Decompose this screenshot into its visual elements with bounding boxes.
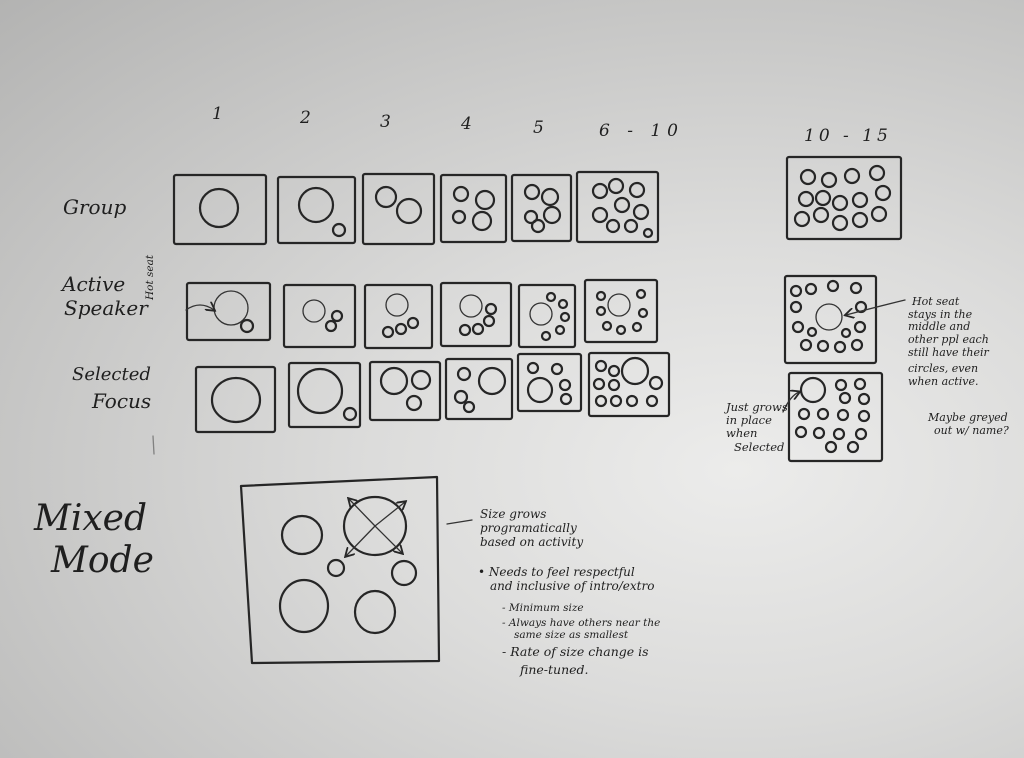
row-label-focus: Focus bbox=[92, 389, 152, 413]
active-frame-6-10 bbox=[583, 278, 659, 344]
maybe-greyed-note: Maybe greyed out w/ name? bbox=[928, 411, 1009, 437]
column-label-6-10: 6 - 10 bbox=[599, 121, 684, 141]
needs-note: • Needs to feel respectful and inclusive… bbox=[478, 565, 655, 594]
mixed-label: Mixed bbox=[34, 498, 148, 539]
mode-label: Mode bbox=[51, 540, 154, 581]
column-label-5: 5 bbox=[533, 118, 544, 138]
row-label-group: Group bbox=[63, 195, 127, 219]
mixed-mode-frame bbox=[239, 475, 473, 665]
note-line: same size as smallest bbox=[514, 629, 629, 642]
focus-frame-10-15 bbox=[782, 371, 884, 463]
note-line: still have their bbox=[908, 345, 989, 359]
column-label-10-15: 10 - 15 bbox=[804, 126, 892, 146]
note-line: - Rate of size change is bbox=[502, 644, 649, 660]
focus-frame-3 bbox=[368, 360, 442, 422]
note-line: programatically bbox=[480, 520, 577, 535]
note-line: circles, even bbox=[908, 362, 979, 376]
row-label-speaker: Speaker bbox=[64, 296, 148, 320]
column-label-4: 4 bbox=[461, 114, 472, 134]
note-line: Size grows bbox=[480, 507, 547, 521]
column-label-2: 2 bbox=[300, 108, 311, 128]
note-line: Selected bbox=[734, 439, 785, 454]
sub-items-note: - Minimum size - Always have others near… bbox=[502, 602, 660, 677]
group-frame-6-10 bbox=[575, 170, 660, 244]
note-line: based on activity bbox=[480, 534, 584, 549]
note-line: Just grows bbox=[726, 400, 788, 414]
note-line: - Always have others near the bbox=[502, 617, 661, 630]
note-line: in place bbox=[726, 413, 772, 428]
column-label-3: 3 bbox=[380, 112, 391, 132]
row-label-active: Active bbox=[62, 272, 126, 296]
focus-frame-5 bbox=[516, 352, 583, 413]
group-frame-2 bbox=[276, 175, 357, 245]
active-speaker-row bbox=[185, 274, 906, 365]
focus-frame-1 bbox=[194, 365, 277, 434]
active-frame-2 bbox=[282, 283, 357, 349]
focus-frame-6-10 bbox=[587, 351, 671, 418]
group-frame-1 bbox=[172, 173, 268, 246]
row-label-selected: Selected bbox=[72, 364, 151, 385]
column-label-1: 1 bbox=[212, 104, 223, 124]
group-frame-3 bbox=[361, 172, 436, 246]
active-frame-1 bbox=[185, 281, 272, 342]
active-frame-10-15 bbox=[783, 274, 906, 365]
size-grows-note: Size grows programatically based on acti… bbox=[480, 507, 584, 549]
note-line: stays in the bbox=[908, 307, 973, 321]
stray-marks bbox=[152, 435, 155, 455]
note-line: Hot seat bbox=[912, 295, 960, 308]
group-frame-4 bbox=[439, 173, 508, 244]
note-line: other ppl each bbox=[908, 332, 989, 346]
just-grows-note: Just grows in place when Selected bbox=[726, 400, 788, 454]
group-frame-10-15 bbox=[785, 155, 903, 241]
active-frame-3 bbox=[363, 283, 434, 350]
group-frame-5 bbox=[510, 173, 573, 243]
hot-seat-note: Hot seat stays in the middle and other p… bbox=[908, 295, 989, 388]
note-line: and inclusive of intro/extro bbox=[490, 578, 655, 593]
note-line: fine-tuned. bbox=[520, 661, 589, 677]
focus-frame-4 bbox=[444, 357, 514, 421]
active-frame-4 bbox=[439, 281, 513, 348]
note-line: Maybe greyed bbox=[928, 411, 1008, 424]
active-frame-5 bbox=[517, 283, 577, 349]
note-line: out w/ name? bbox=[934, 423, 1009, 437]
hot-seat-tag: Hot seat bbox=[144, 254, 156, 300]
focus-frame-2 bbox=[287, 361, 362, 429]
note-line: middle and bbox=[908, 320, 971, 334]
group-row bbox=[172, 155, 903, 246]
selected-focus-row bbox=[194, 351, 884, 463]
note-line: when bbox=[726, 426, 758, 441]
note-line: when active. bbox=[908, 374, 979, 388]
note-line: • Needs to feel respectful bbox=[478, 565, 635, 579]
note-line: - Minimum size bbox=[502, 602, 584, 614]
